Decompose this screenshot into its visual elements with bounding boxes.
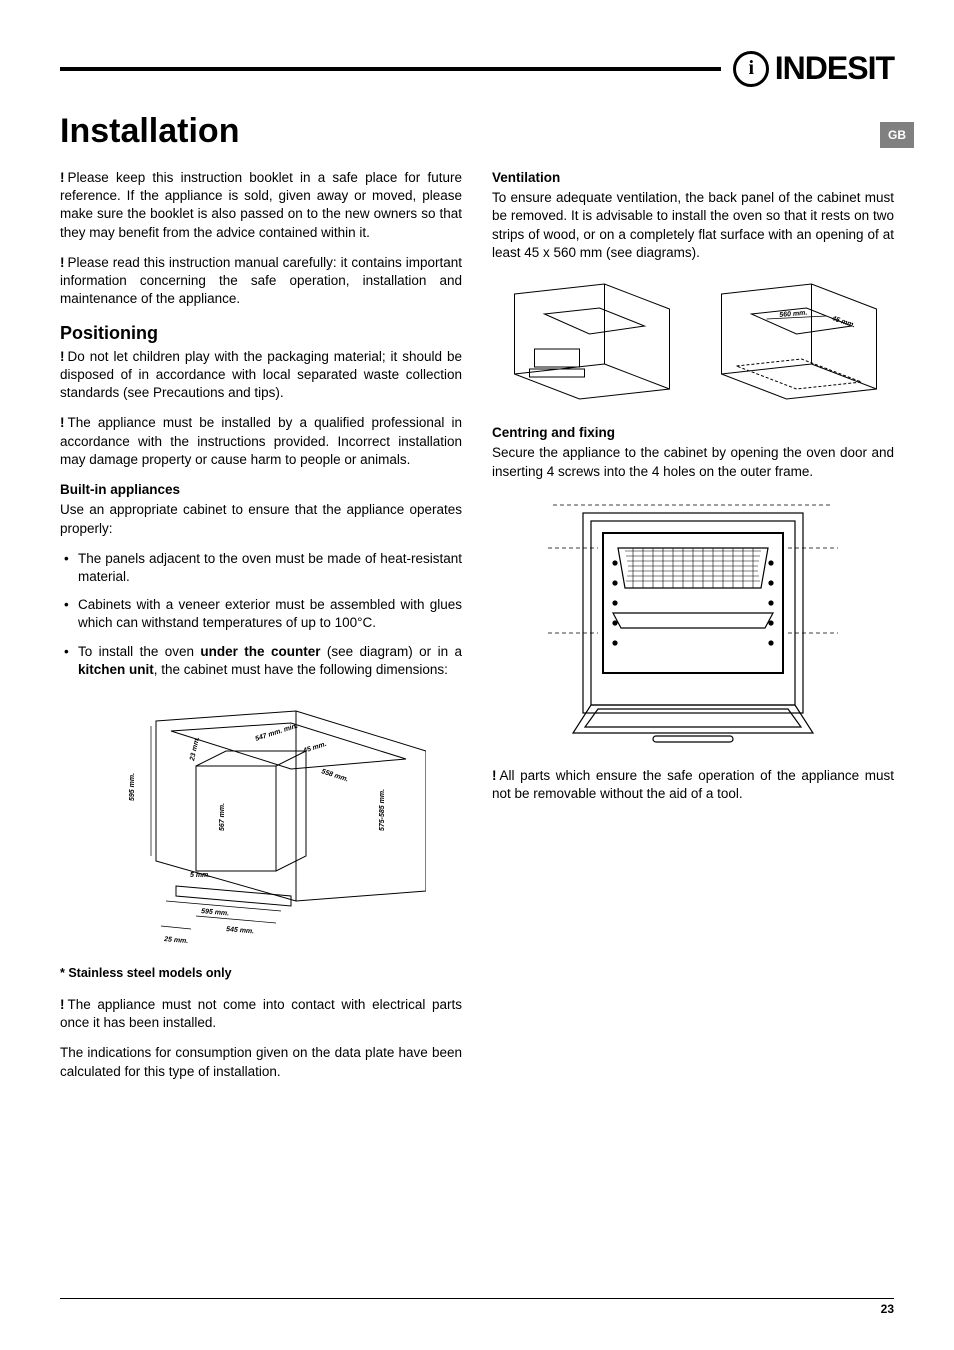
svg-text:5 mm.: 5 mm. — [190, 872, 210, 879]
svg-text:560 mm.: 560 mm. — [779, 310, 808, 319]
content-columns: Please keep this instruction booklet in … — [60, 169, 894, 1093]
electrical-warning: The appliance must not come into contact… — [60, 996, 462, 1032]
builtin-intro: Use an appropriate cabinet to ensure tha… — [60, 501, 462, 537]
stainless-footnote: * Stainless steel models only — [60, 965, 462, 982]
svg-text:575-585 mm.: 575-585 mm. — [379, 789, 386, 831]
oven-front-diagram — [543, 493, 843, 753]
list-item: Cabinets with a veneer exterior must be … — [78, 596, 462, 632]
consumption-note: The indications for consumption given on… — [60, 1044, 462, 1080]
ventilation-diagrams: 560 mm. 45 mm. — [492, 274, 894, 404]
svg-text:558 mm.: 558 mm. — [320, 768, 349, 783]
centring-heading: Centring and fixing — [492, 424, 894, 442]
list-item: The panels adjacent to the oven must be … — [78, 550, 462, 586]
intro-p1: Please keep this instruction booklet in … — [60, 169, 462, 242]
ventilation-diagram-2: 560 mm. 45 mm. — [699, 274, 894, 404]
svg-text:547 mm. min.: 547 mm. min. — [254, 723, 298, 743]
cabinet-dimensions-diagram: 595 mm. 595 mm. 545 mm. 25 mm. 5 mm. 567… — [96, 691, 426, 951]
ventilation-p: To ensure adequate ventilation, the back… — [492, 189, 894, 262]
svg-text:45 mm.: 45 mm. — [302, 741, 328, 755]
builtin-list: The panels adjacent to the oven must be … — [60, 550, 462, 679]
intro-p2: Please read this instruction manual care… — [60, 254, 462, 309]
header-rule — [60, 67, 721, 71]
svg-text:23 mm.: 23 mm. — [189, 736, 201, 762]
page-number: 23 — [881, 1302, 894, 1316]
ventilation-diagram-1 — [492, 274, 687, 404]
ventilation-heading: Ventilation — [492, 169, 894, 187]
safety-parts-warning: All parts which ensure the safe operatio… — [492, 767, 894, 803]
svg-text:545 mm.: 545 mm. — [226, 926, 255, 935]
centring-p: Secure the appliance to the cabinet by o… — [492, 444, 894, 480]
positioning-p1: Do not let children play with the packag… — [60, 348, 462, 403]
positioning-p2: The appliance must be installed by a qua… — [60, 414, 462, 469]
brand-icon: i — [733, 51, 769, 87]
brand-logo: i INDESIT — [733, 50, 894, 87]
header-bar: i INDESIT — [60, 50, 894, 87]
left-column: Please keep this instruction booklet in … — [60, 169, 462, 1093]
page-title: Installation — [60, 112, 894, 151]
page-footer: 23 — [60, 1298, 894, 1316]
positioning-heading: Positioning — [60, 321, 462, 345]
brand-text: INDESIT — [775, 50, 894, 87]
svg-text:567 mm.: 567 mm. — [219, 803, 226, 831]
right-column: Ventilation To ensure adequate ventilati… — [492, 169, 894, 1093]
svg-text:595 mm.: 595 mm. — [129, 773, 136, 801]
language-badge: GB — [880, 122, 914, 148]
builtin-heading: Built-in appliances — [60, 481, 462, 499]
list-item: To install the oven under the counter (s… — [78, 643, 462, 679]
svg-text:25 mm.: 25 mm. — [163, 936, 189, 945]
svg-text:595 mm.: 595 mm. — [201, 908, 230, 917]
